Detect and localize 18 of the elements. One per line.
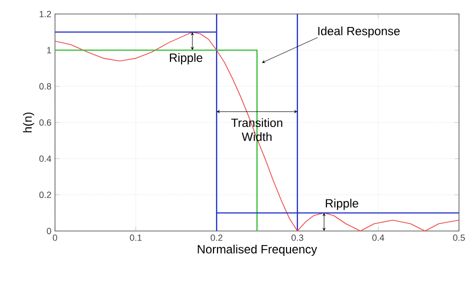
y-axis-title: h(n) — [23, 112, 34, 132]
y-tick-label: 0.8 — [39, 83, 52, 90]
x-tick-label: 0 — [52, 234, 58, 241]
x-tick-label: 0.4 — [372, 234, 384, 241]
x-axis-title: Normalised Frequency — [198, 244, 318, 256]
x-tick-label: 0.3 — [292, 234, 304, 241]
x-tick-label: 0.1 — [130, 234, 142, 241]
y-tick-label: 0.2 — [39, 192, 52, 198]
annotation: Ideal Response — [318, 26, 400, 38]
y-tick-label: 0.4 — [39, 155, 52, 162]
y-tick-label: 0.6 — [39, 119, 52, 126]
annotation: Ripple — [326, 198, 358, 210]
y-tick-label: 1.2 — [40, 10, 52, 18]
annotation: Ripple — [170, 53, 202, 64]
x-tick-label: 0.2 — [210, 234, 222, 241]
y-tick-label: 1 — [47, 47, 52, 54]
x-tick-label: 0.5 — [453, 234, 465, 241]
y-tick-label: 0 — [46, 228, 52, 234]
